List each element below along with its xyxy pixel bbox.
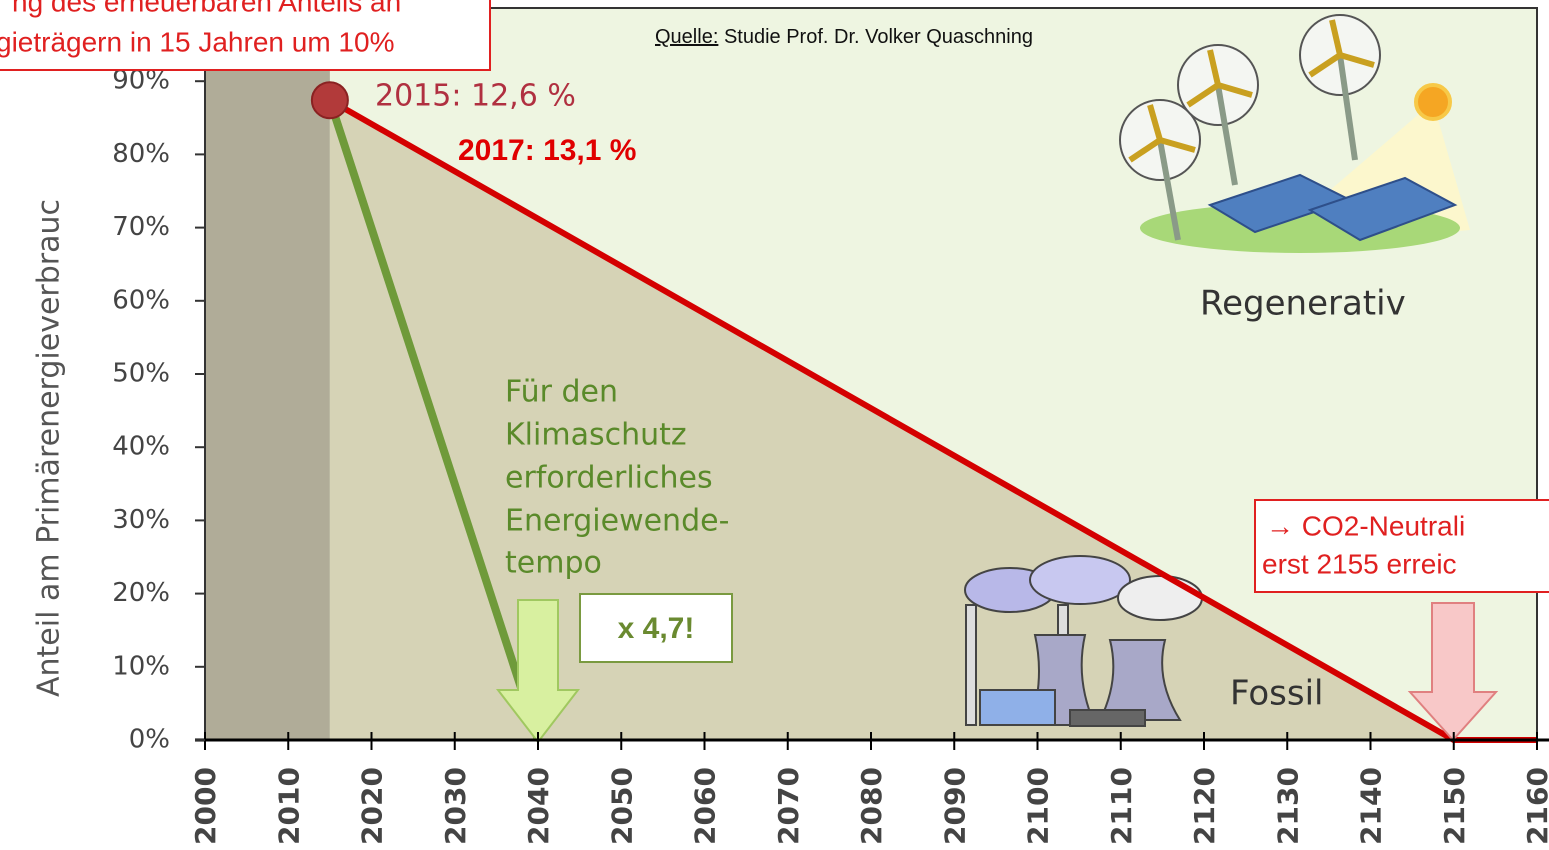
source: Quelle: Studie Prof. Dr. Volker Quaschni…	[655, 26, 1033, 48]
x-tick-label: 2040	[522, 767, 555, 845]
source-label: Quelle:	[655, 26, 718, 48]
y-tick-label: 80%	[112, 139, 170, 169]
x-tick-label: 2010	[272, 767, 305, 845]
y-tick-label: 0%	[129, 725, 170, 755]
fossil-area	[329, 100, 1537, 741]
y-tick-label: 30%	[112, 505, 170, 535]
area-label: Fossil	[1230, 674, 1323, 714]
source-text: Studie Prof. Dr. Volker Quaschning	[724, 26, 1033, 48]
y-tick-label: 20%	[112, 578, 170, 608]
y-tick-label: 70%	[112, 212, 170, 242]
annotation: 2017: 13,1 %	[458, 134, 636, 167]
x-tick-label: 2100	[1022, 767, 1055, 845]
callout-line: gieträgern in 15 Jahren um 10%	[0, 26, 394, 57]
x-tick-label: 2070	[772, 767, 805, 845]
series-line	[326, 98, 542, 742]
x-tick-label: 2020	[356, 767, 389, 845]
green-arrow	[495, 599, 581, 744]
y-axis-label: Anteil am Primärenergieverbrauc	[32, 199, 67, 697]
past-area	[205, 8, 330, 740]
area-label: Regenerativ	[1200, 284, 1406, 324]
callout-line: → CO2-Neutrali	[1266, 510, 1465, 541]
y-tick-label: 40%	[112, 432, 170, 462]
red-arrow	[1407, 602, 1499, 742]
annotation: 2015: 12,6 %	[375, 79, 576, 114]
x-tick-label: 2080	[855, 767, 888, 845]
x-tick-label: 2050	[605, 767, 638, 845]
note-line: Energiewende-	[505, 504, 729, 539]
x-tick-label: 2030	[439, 767, 472, 845]
x-tick-label: 2090	[938, 767, 971, 845]
note-line: Klimaschutz	[505, 418, 687, 453]
note-line: tempo	[505, 546, 602, 581]
x-tick-label: 2140	[1355, 767, 1388, 845]
green-note: Für den Klimaschutz erforderliches Energ…	[505, 375, 729, 581]
x-tick-label: 2120	[1188, 767, 1221, 845]
callout-line: erst 2155 erreic	[1262, 548, 1457, 579]
illustrations	[964, 14, 1470, 727]
x-tick-label: 2000	[189, 767, 222, 845]
x-tick-label: 2130	[1271, 767, 1304, 845]
x-tick-label: 2060	[689, 767, 722, 845]
y-tick-label: 60%	[112, 285, 170, 315]
x-tick-label: 2150	[1438, 767, 1471, 845]
x-tick-label: 2110	[1105, 767, 1138, 845]
callout-box	[1254, 499, 1549, 593]
point-marker	[310, 81, 349, 120]
x-tick-label: 2160	[1521, 767, 1549, 845]
y-tick-label: 50%	[112, 359, 170, 389]
factor-box	[579, 593, 733, 663]
note-line: erforderliches	[505, 461, 713, 496]
note-line: Für den	[505, 375, 618, 410]
callout-line: ng des erneuerbaren Anteils an	[12, 0, 401, 17]
callout-box	[0, 0, 491, 71]
factor: x 4,7!	[618, 612, 695, 645]
y-tick-label: 10%	[112, 651, 170, 681]
